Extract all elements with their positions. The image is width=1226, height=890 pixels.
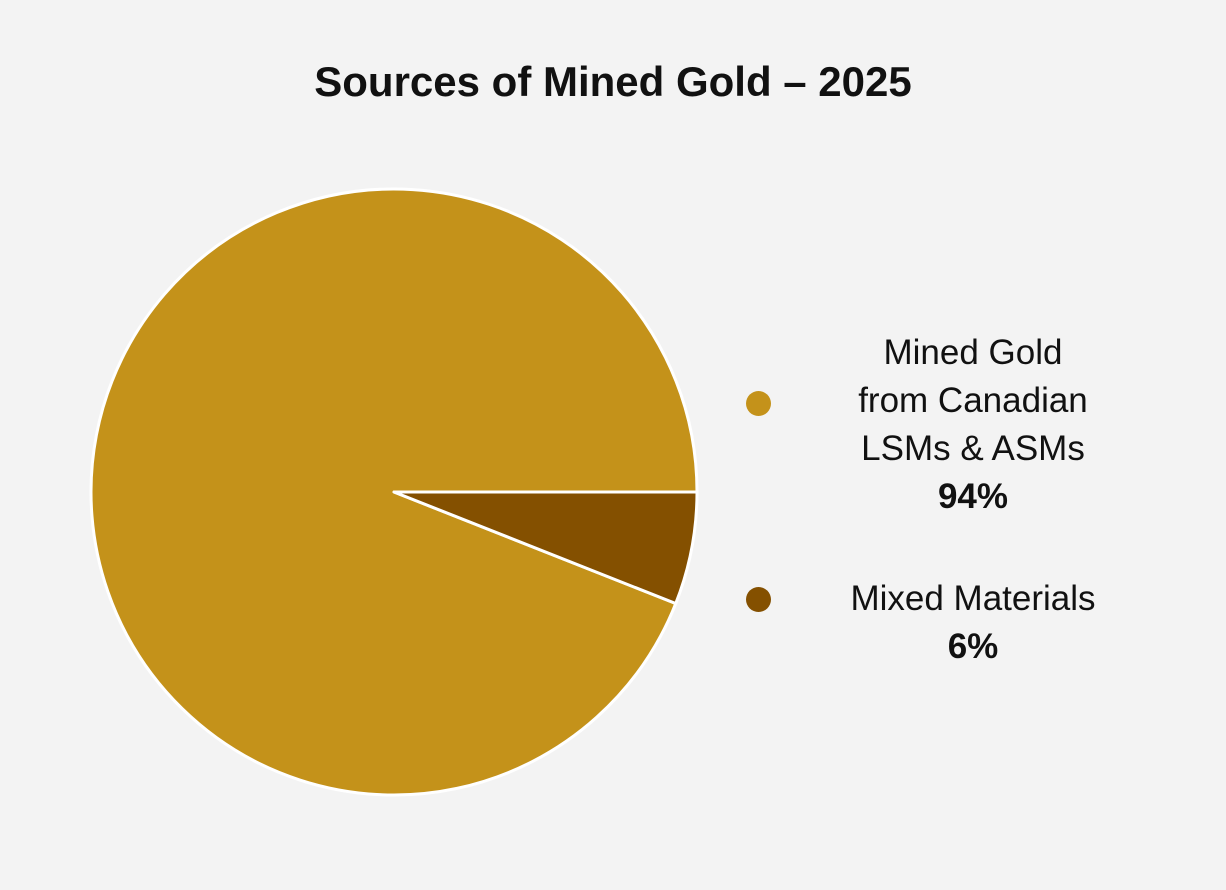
value-label: 6% xyxy=(947,627,999,666)
legend-entry: Mixed Materials 6% xyxy=(793,575,1153,671)
pie-slice xyxy=(392,490,699,606)
chart-title: Sources of Mined Gold – 2025 xyxy=(314,58,912,105)
value-label: 94% xyxy=(937,477,1009,516)
legend-label: Mined Gold from Canadian LSMs & ASMs xyxy=(858,333,1088,468)
legend-marker xyxy=(746,391,771,416)
legend-marker xyxy=(746,587,771,612)
legend-label: Mixed Materials xyxy=(850,579,1096,618)
legend-entry: Mined Gold from Canadian LSMs & ASMs 94% xyxy=(793,329,1153,521)
